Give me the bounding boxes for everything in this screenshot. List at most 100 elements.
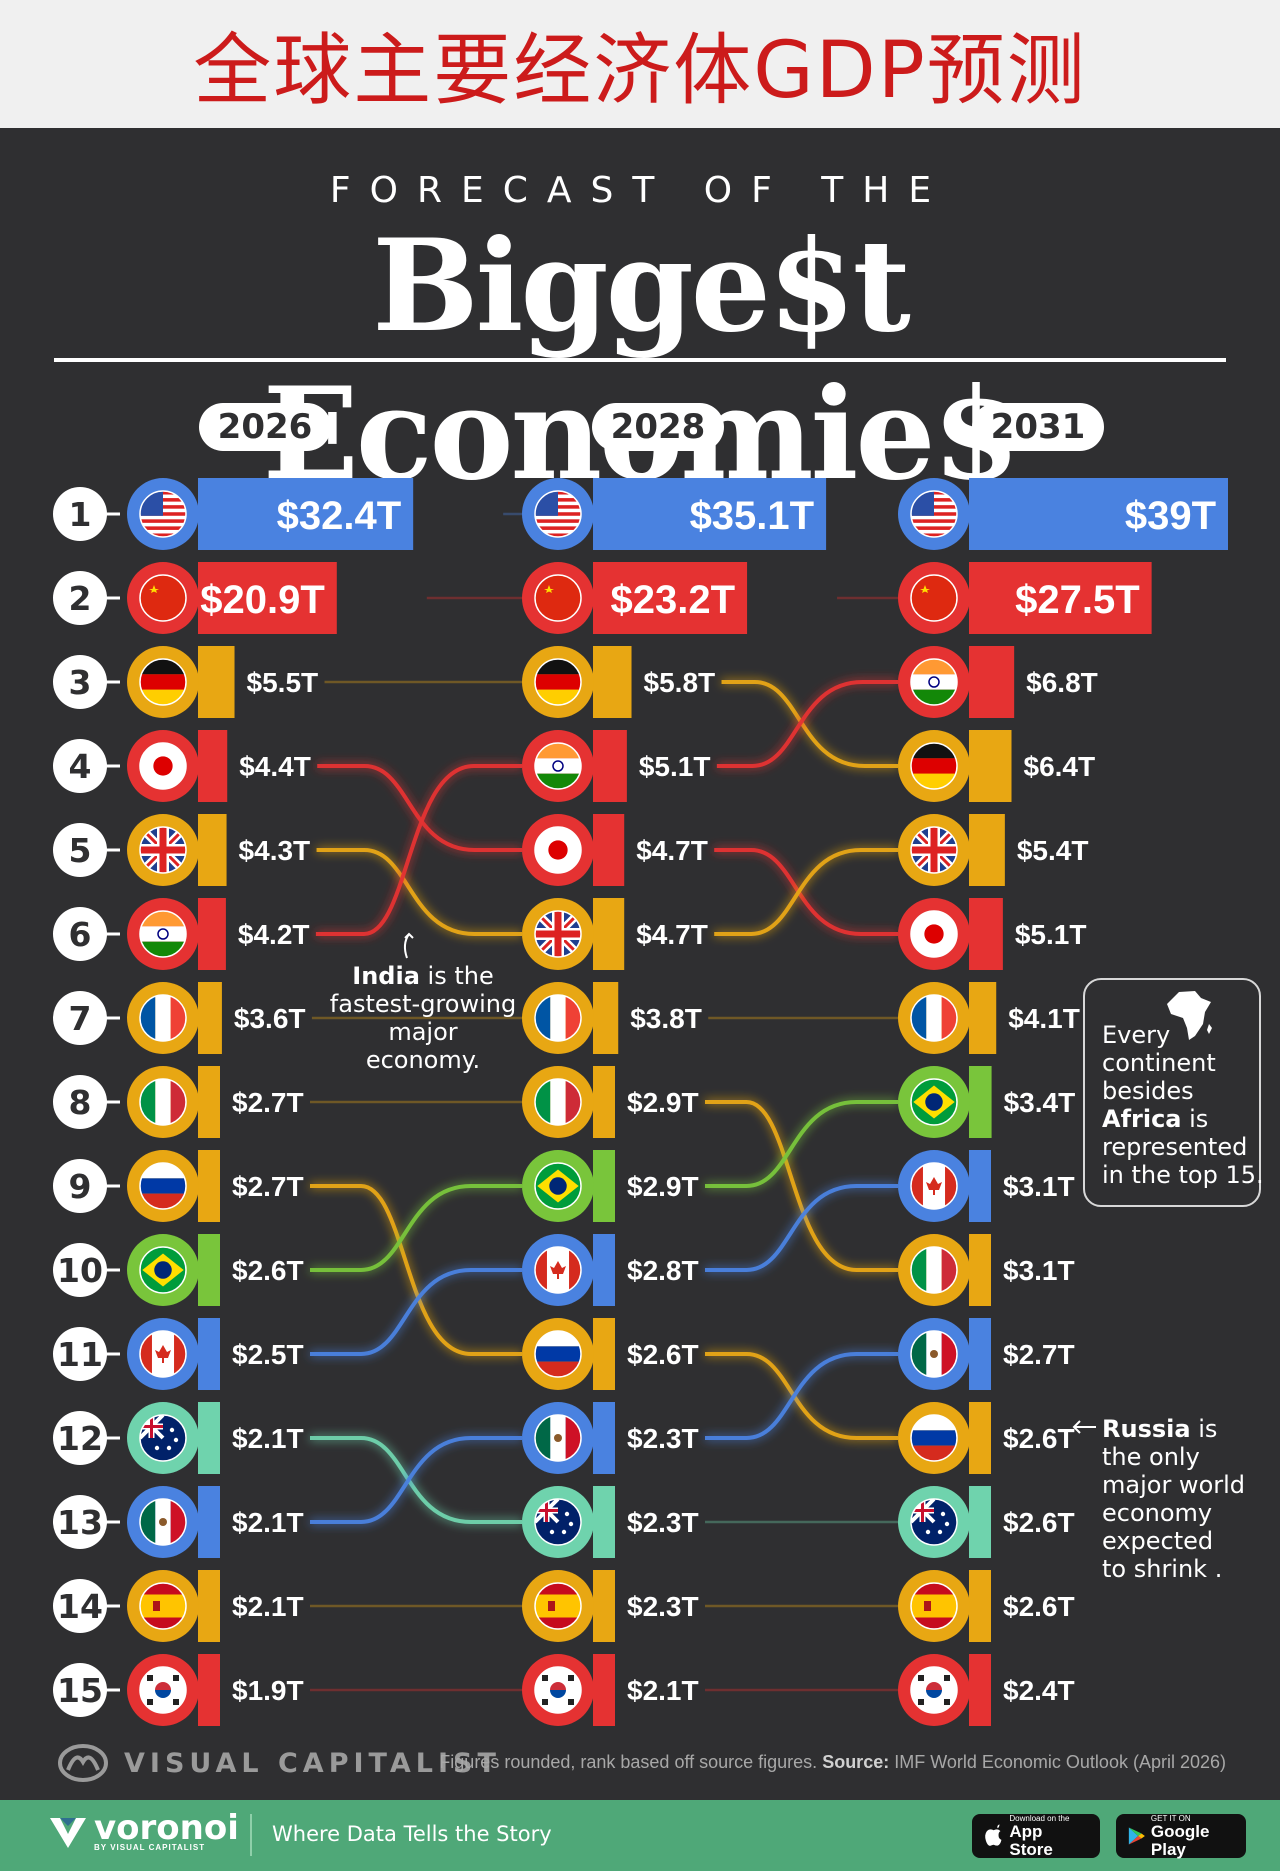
tagline: Where Data Tells the Story xyxy=(272,1822,552,1846)
mexico-flag-icon xyxy=(139,1498,187,1546)
banner-title: 全球主要经济体GDP预测 xyxy=(193,26,1087,116)
rank-label-10: 10 xyxy=(57,1251,103,1290)
value-label-germany-2028: $5.8T xyxy=(644,667,716,698)
rank-badge-13 xyxy=(53,1495,107,1549)
value-label-germany-2026: $5.5T xyxy=(247,667,319,698)
russia-annotation-line1: is xyxy=(1190,1415,1218,1443)
connector-mexico-2026-2028 xyxy=(310,1436,522,1524)
value-label-united-kingdom-2031: $5.4T xyxy=(1017,835,1089,866)
africa-annotation: Every continent besides Africa is repres… xyxy=(1102,1021,1264,1189)
bar-rect-brazil-2028 xyxy=(593,1150,615,1222)
value-label-china-2031: $27.5T xyxy=(1015,578,1140,622)
source-label: Source: xyxy=(822,1752,890,1772)
rank-badge-14 xyxy=(53,1579,107,1633)
connector-lines xyxy=(310,512,917,1692)
bar-rect-russia-2028 xyxy=(593,1318,615,1390)
africa-annotation-bold: Africa xyxy=(1102,1105,1182,1133)
bar-italy-2031: $3.1T xyxy=(898,1234,1075,1306)
bar-rect-italy-2031 xyxy=(969,1234,991,1306)
value-label-australia-2028: $2.3T xyxy=(627,1507,699,1538)
bar-rect-united-kingdom-2028 xyxy=(593,898,625,970)
bar-united-states-2031: $39T xyxy=(898,478,1228,550)
bar-japan-2026: $4.4T xyxy=(127,730,311,802)
value-label-china-2028: $23.2T xyxy=(611,578,736,622)
value-label-france-2031: $4.1T xyxy=(1008,1003,1080,1034)
bar-rect-china-2031 xyxy=(969,562,1152,634)
india-flag-icon xyxy=(534,742,582,790)
banner: 全球主要经济体GDP预测 xyxy=(0,0,1280,128)
bar-spain-2026: $2.1T xyxy=(127,1570,304,1642)
voronoi-sub: BY VISUAL CAPITALIST xyxy=(94,1842,206,1852)
bar-australia-2028: $2.3T xyxy=(522,1486,699,1558)
bar-rect-spain-2028 xyxy=(593,1570,615,1642)
africa-annotation-line3: besides xyxy=(1102,1077,1194,1105)
source-text: IMF World Economic Outlook (April 2026) xyxy=(889,1752,1226,1772)
value-label-united-states-2026: $32.4T xyxy=(277,494,402,538)
korea-flag-icon xyxy=(910,1666,958,1714)
rank-label-6: 6 xyxy=(69,915,92,954)
bar-rect-mexico-2028 xyxy=(593,1402,615,1474)
bar-rect-germany-2031 xyxy=(969,730,1012,802)
voronoi-logo[interactable]: voronoi BY VISUAL CAPITALIST xyxy=(48,1811,239,1852)
bar-india-2026: $4.2T xyxy=(127,898,310,970)
value-label-india-2028: $5.1T xyxy=(639,751,711,782)
rank-label-12: 12 xyxy=(57,1419,103,1458)
russia-annotation-line3: major world xyxy=(1102,1471,1246,1499)
connector-canada-2028-2031 xyxy=(705,1184,898,1272)
bar-france-2026: $3.6T xyxy=(127,982,306,1054)
bar-mexico-2028: $2.3T xyxy=(522,1402,699,1474)
bar-rect-canada-2026 xyxy=(198,1318,220,1390)
bar-rect-brazil-2031 xyxy=(969,1066,992,1138)
bar-rect-australia-2026 xyxy=(198,1402,220,1474)
footer-brand: VISUAL CAPITALIST xyxy=(124,1747,501,1779)
app-store-button[interactable]: Download on the App Store xyxy=(972,1814,1100,1858)
value-label-russia-2031: $2.6T xyxy=(1003,1423,1075,1454)
bar-rect-france-2026 xyxy=(198,982,222,1054)
bar-russia-2028: $2.6T xyxy=(522,1318,699,1390)
google-play-button[interactable]: GET IT ON Google Play xyxy=(1116,1814,1246,1858)
value-label-spain-2028: $2.3T xyxy=(627,1591,699,1622)
bar-mexico-2026: $2.1T xyxy=(127,1486,304,1558)
year-label-2028: 2028 xyxy=(592,403,724,451)
canada-flag-icon xyxy=(534,1246,582,1294)
rank-badge-9 xyxy=(53,1159,107,1213)
japan-flag-icon xyxy=(910,910,958,958)
rank-label-7: 7 xyxy=(69,999,92,1038)
bar-south-korea-2026: $1.9T xyxy=(127,1654,304,1726)
rank-badge-10 xyxy=(53,1243,107,1297)
bar-japan-2031: $5.1T xyxy=(898,898,1086,970)
value-label-mexico-2026: $2.1T xyxy=(232,1507,304,1538)
mexico-flag-icon xyxy=(534,1414,582,1462)
india-annotation-line2: fastest-growing xyxy=(329,990,517,1018)
africa-annotation-line2: continent xyxy=(1102,1049,1216,1077)
bar-italy-2026: $2.7T xyxy=(127,1066,304,1138)
rank-label-11: 11 xyxy=(57,1335,103,1374)
russia-annotation-line5: expected xyxy=(1102,1527,1214,1555)
bar-south-korea-2028: $2.1T xyxy=(522,1654,699,1726)
russia-flag-icon xyxy=(534,1330,582,1378)
value-label-south-korea-2026: $1.9T xyxy=(232,1675,304,1706)
mexico-flag-icon xyxy=(910,1330,958,1378)
bar-russia-2026: $2.7T xyxy=(127,1150,304,1222)
bar-rect-china-2028 xyxy=(593,562,748,634)
bar-brazil-2031: $3.4T xyxy=(898,1066,1075,1138)
value-label-south-korea-2031: $2.4T xyxy=(1003,1675,1075,1706)
australia-flag-icon xyxy=(910,1498,958,1546)
africa-annotation-line4: is xyxy=(1181,1105,1209,1133)
value-label-canada-2031: $3.1T xyxy=(1003,1171,1075,1202)
bar-rect-united-kingdom-2031 xyxy=(969,814,1005,886)
australia-flag-icon xyxy=(139,1414,187,1462)
value-label-germany-2031: $6.4T xyxy=(1024,751,1096,782)
uk-flag-icon xyxy=(534,910,582,958)
bar-china-2026: $20.9T xyxy=(127,562,337,634)
vc-mark-icon xyxy=(58,1744,108,1782)
rank-badge-6 xyxy=(53,907,107,961)
value-label-italy-2026: $2.7T xyxy=(232,1087,304,1118)
connector-brazil-2026-2028 xyxy=(310,1184,522,1272)
bar-germany-2026: $5.5T xyxy=(127,646,318,718)
connector-india-2026-2028 xyxy=(315,764,522,936)
korea-flag-icon xyxy=(534,1666,582,1714)
rank-label-15: 15 xyxy=(57,1671,103,1710)
bar-rect-germany-2028 xyxy=(593,646,632,718)
